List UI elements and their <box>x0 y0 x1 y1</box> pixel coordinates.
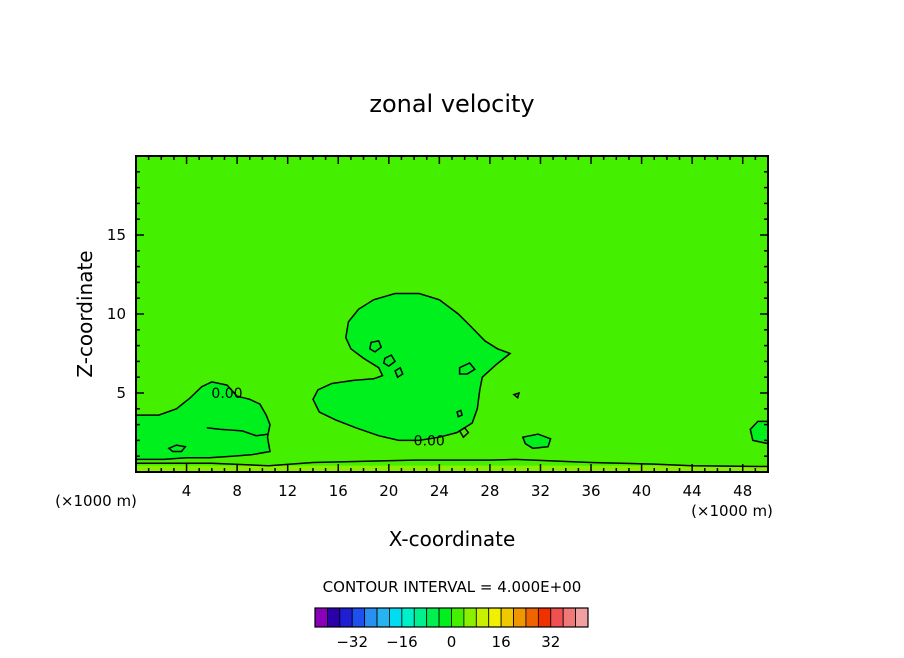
left-lobe-contour <box>135 381 271 461</box>
colorbar-swatch <box>451 607 465 628</box>
contour-label-0: 0.00 <box>211 386 242 402</box>
x-tick-label: 8 <box>232 482 242 500</box>
colorbar-swatch <box>339 607 353 628</box>
chart-title: zonal velocity <box>369 90 534 118</box>
lower-right-patch-contour <box>521 433 552 450</box>
colorbar-swatch <box>575 607 589 628</box>
x-tick-label: 28 <box>480 482 499 500</box>
lower-right-patch-region <box>522 434 551 449</box>
x-unit-label-right: (×1000 m) <box>691 502 773 520</box>
x-tick-label: 12 <box>278 482 297 500</box>
main-bulge-contour <box>312 292 512 442</box>
y-axis-label: Z-coordinate <box>73 250 97 377</box>
colorbar-swatch <box>537 607 552 628</box>
colorbar-frame <box>314 607 589 628</box>
small-loop-8 <box>167 444 187 453</box>
small-loop-4 <box>458 362 476 375</box>
colorbar-tick-label: 32 <box>541 633 560 651</box>
colorbar <box>314 607 589 628</box>
contour-label-1: 0.00 <box>414 433 445 449</box>
colorbar-swatch <box>364 607 378 628</box>
small-loop-1 <box>368 340 383 353</box>
left-inner-contour <box>206 427 269 437</box>
small-loop-3 <box>394 366 404 379</box>
axis-ticks <box>136 156 768 472</box>
left-lobe-region <box>136 381 270 460</box>
colorbar-swatch <box>401 607 415 628</box>
filled-regions <box>136 293 768 460</box>
x-tick-label: 48 <box>733 482 752 500</box>
colorbar-tick-label: 0 <box>447 633 457 651</box>
x-tick-label: 44 <box>683 482 702 500</box>
x-tick-label: 24 <box>430 482 449 500</box>
y-tick-label: 15 <box>107 226 126 244</box>
x-axis-label: X-coordinate <box>389 527 516 551</box>
y-tick-label: 10 <box>107 305 126 323</box>
bottom-contour <box>136 458 769 468</box>
colorbar-swatch <box>500 607 514 628</box>
colorbar-swatch <box>389 607 403 628</box>
main-bulge-region <box>313 293 511 441</box>
x-unit-label-left: (×1000 m) <box>55 492 137 510</box>
x-tick-label: 20 <box>379 482 398 500</box>
colorbar-swatch <box>550 607 564 628</box>
colorbar-swatch <box>463 607 477 628</box>
colorbar-labels: −32 −16 0 16 32 <box>336 633 560 651</box>
colorbar-swatch <box>525 607 539 628</box>
right-edge-region <box>750 421 768 444</box>
colorbar-swatch <box>376 607 390 628</box>
x-tick-label: 40 <box>632 482 651 500</box>
x-tick-label: 4 <box>182 482 192 500</box>
colorbar-tick-label: 16 <box>492 633 511 651</box>
colorbar-swatch <box>438 607 452 628</box>
colorbar-swatch <box>513 607 527 628</box>
colorbar-swatch <box>413 607 428 628</box>
colorbar-tick-label: −16 <box>386 633 418 651</box>
small-loop-2 <box>382 354 397 368</box>
colorbar-swatch <box>475 607 490 628</box>
contour-labels: 0.00 0.00 <box>211 386 444 449</box>
x-tick-label: 32 <box>531 482 550 500</box>
colorbar-swatch <box>351 607 366 628</box>
colorbar-swatch <box>327 607 341 628</box>
small-loop-7 <box>512 391 521 400</box>
x-tick-label: 36 <box>581 482 600 500</box>
colorbar-swatch <box>562 607 576 628</box>
contour-interval-text: CONTOUR INTERVAL = 4.000E+00 <box>323 578 582 596</box>
colorbar-swatch <box>488 607 502 628</box>
small-loop-6 <box>458 426 470 439</box>
small-loop-5 <box>456 409 463 418</box>
colorbar-tick-label: −32 <box>336 633 368 651</box>
x-tick-label: 16 <box>329 482 348 500</box>
colorbar-swatch <box>426 607 440 628</box>
y-tick-label: 5 <box>116 384 126 402</box>
colorbar-swatch <box>314 607 328 628</box>
